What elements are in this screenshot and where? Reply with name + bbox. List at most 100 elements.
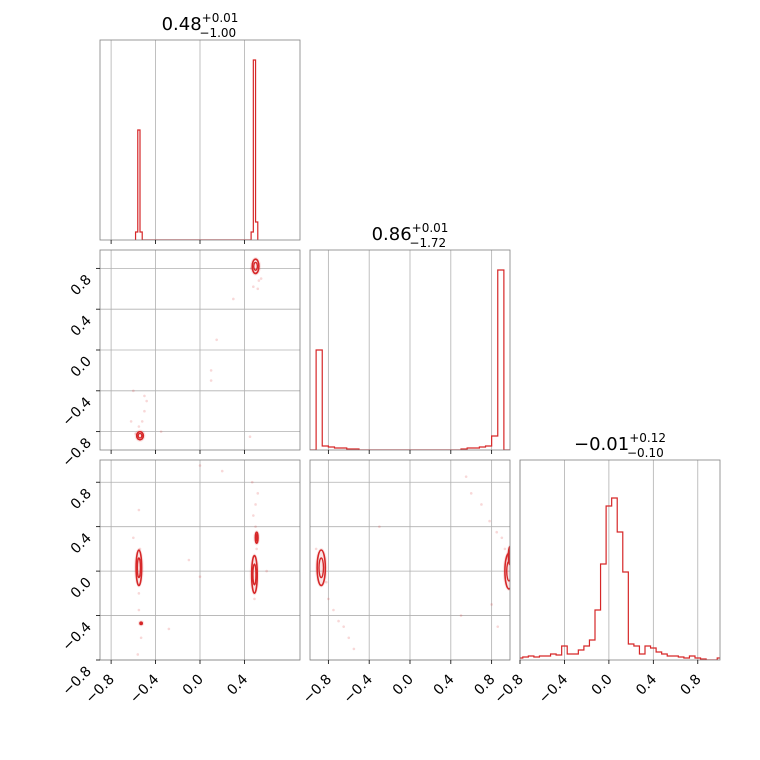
panel-1-1 — [99, 39, 301, 244]
panel-3-3-content — [520, 497, 720, 660]
scatter-point-2-3-0 — [464, 475, 468, 478]
panel-3-3: −0.8 −0.4 0.0 0.4 0.8 — [491, 459, 721, 707]
xtick-label-3-2: 0.0 — [589, 672, 616, 699]
scatter-point-1-2-17 — [248, 435, 252, 439]
ytick-label-2-1: 0.4 — [68, 313, 95, 340]
contour-outer-1-2-0 — [135, 430, 145, 441]
scatter-point-1-3-12 — [132, 536, 135, 540]
scatter-point-1-3-6 — [253, 597, 256, 601]
xtick-label-2-3: 0.4 — [431, 671, 458, 698]
scatter-point-2-3-1 — [469, 492, 473, 495]
ytick-label-2-2: 0.0 — [68, 354, 95, 381]
scatter-point-1-2-19 — [159, 430, 163, 433]
scatter-point-2-3-15 — [352, 647, 356, 651]
ytick-label-2-0: 0.8 — [68, 272, 95, 299]
scatter-point-2-3-3 — [488, 519, 491, 523]
xtick-label-3-0: −0.8 — [491, 672, 526, 707]
title-param-3-value: −0.01 — [574, 434, 629, 455]
scatter-point-1-2-18 — [132, 389, 135, 393]
scatter-point-2-3-11 — [332, 608, 335, 612]
scatter-point-2-3-12 — [337, 619, 340, 623]
histogram-param-1 — [134, 59, 259, 240]
panel-2-3-content — [314, 475, 510, 667]
scatter-point-1-2-4 — [257, 279, 261, 282]
xtick-label-1-3: 0.4 — [224, 671, 251, 698]
xtick-label-2-0: −0.8 — [300, 672, 335, 707]
title-param-2: 0.86+0.01 −1.72 — [372, 221, 449, 250]
scatter-point-1-3-8 — [137, 592, 141, 595]
ytick-label-3-3: −0.4 — [59, 619, 94, 654]
title-param-1-plus: +0.01 — [202, 11, 239, 25]
ytick-label-3-1: 0.4 — [68, 530, 95, 557]
scatter-point-1-3-2 — [254, 525, 257, 528]
title-param-3-plus: +0.12 — [629, 431, 666, 445]
scatter-point-1-3-1 — [252, 514, 255, 517]
scatter-point-2-3-8 — [496, 625, 500, 628]
contour-fill-1-3-3 — [138, 620, 145, 627]
scatter-point-2-3-2 — [480, 503, 483, 506]
scatter-point-1-3-17 — [198, 575, 202, 578]
title-param-1: 0.48+0.01 −1.00 — [162, 11, 239, 40]
ytick-label-2-4: −0.8 — [59, 435, 94, 470]
contour-inner-1-3-2 — [255, 534, 259, 542]
scatter-point-1-3-16 — [187, 558, 191, 562]
contour-outer-1-2-1 — [251, 258, 260, 275]
panel-3-3-frame — [519, 459, 721, 661]
scatter-point-1-3-14 — [198, 464, 202, 467]
scatter-point-1-3-13 — [137, 508, 141, 512]
scatter-point-2-3-16 — [363, 664, 366, 667]
xtick-label-2-1: −0.4 — [341, 671, 376, 706]
scatter-point-1-3-4 — [250, 480, 254, 484]
scatter-point-1-3-10 — [139, 636, 143, 640]
scatter-point-2-3-14 — [347, 636, 351, 640]
contour-inner-2-3-2 — [508, 549, 510, 562]
scatter-point-1-3-9 — [137, 608, 141, 612]
scatter-point-1-3-11 — [136, 653, 140, 656]
scatter-point-2-3-9 — [325, 580, 328, 584]
scatter-point-1-2-2 — [259, 277, 263, 280]
title-param-2-plus: +0.01 — [412, 221, 449, 235]
contour-outer-1-3-1 — [250, 554, 259, 595]
contour-inner-1-3-1 — [252, 563, 257, 586]
contour-outer-2-3-0 — [316, 549, 327, 587]
scatter-point-1-2-12 — [143, 394, 146, 398]
xtick-label-1-1: −0.4 — [127, 671, 162, 706]
scatter-point-1-2-7 — [143, 409, 146, 413]
panel-2-2-content — [310, 269, 510, 450]
scatter-point-1-2-8 — [145, 399, 148, 403]
scatter-point-1-2-11 — [129, 420, 133, 423]
xtick-label-2-2: 0.0 — [390, 672, 417, 699]
panel-1-1-content — [134, 59, 259, 240]
scatter-point-2-3-18 — [378, 525, 381, 528]
scatter-point-2-3-7 — [490, 603, 493, 606]
title-param-3: −0.01+0.12 −0.10 — [574, 431, 666, 460]
title-param-1-value: 0.48 — [162, 14, 202, 35]
scatter-point-2-3-10 — [327, 597, 330, 601]
panel-1-2-content — [129, 257, 263, 442]
scatter-point-1-3-5 — [255, 547, 258, 551]
scatter-point-1-3-3 — [256, 492, 260, 495]
title-param-3-minus: −0.10 — [627, 446, 664, 460]
panel-3-3-background — [520, 460, 720, 660]
scatter-point-1-3-15 — [220, 469, 224, 473]
scatter-point-1-2-14 — [215, 338, 218, 342]
xtick-label-3-1: −0.4 — [536, 671, 571, 706]
panel-2-2 — [309, 249, 511, 454]
ytick-label-2-3: −0.4 — [59, 394, 94, 429]
title-param-2-minus: −1.72 — [409, 236, 446, 250]
xtick-label-1-2: 0.0 — [180, 672, 207, 699]
scatter-point-2-3-6 — [503, 547, 507, 551]
contour-inner-1-3-0 — [136, 557, 142, 579]
ytick-label-3-0: 0.8 — [68, 486, 95, 513]
contour-inner-2-3-0 — [318, 557, 325, 579]
scatter-point-1-2-1 — [256, 287, 260, 291]
panel-1-3-content — [132, 464, 268, 656]
xtick-label-3-4: 0.8 — [678, 672, 705, 699]
scatter-point-1-2-15 — [232, 297, 235, 301]
scatter-point-1-2-5 — [252, 285, 255, 289]
scatter-point-1-2-13 — [209, 379, 213, 382]
panels: 0.80.40.0−0.4−0.80.80.40.0−0.4−0.8−0.8 −0… — [59, 39, 721, 707]
panel-1-2: 0.8 0.4 0.0 −0.4 −0.8 — [59, 249, 301, 471]
xtick-label-3-3: 0.4 — [633, 671, 660, 698]
